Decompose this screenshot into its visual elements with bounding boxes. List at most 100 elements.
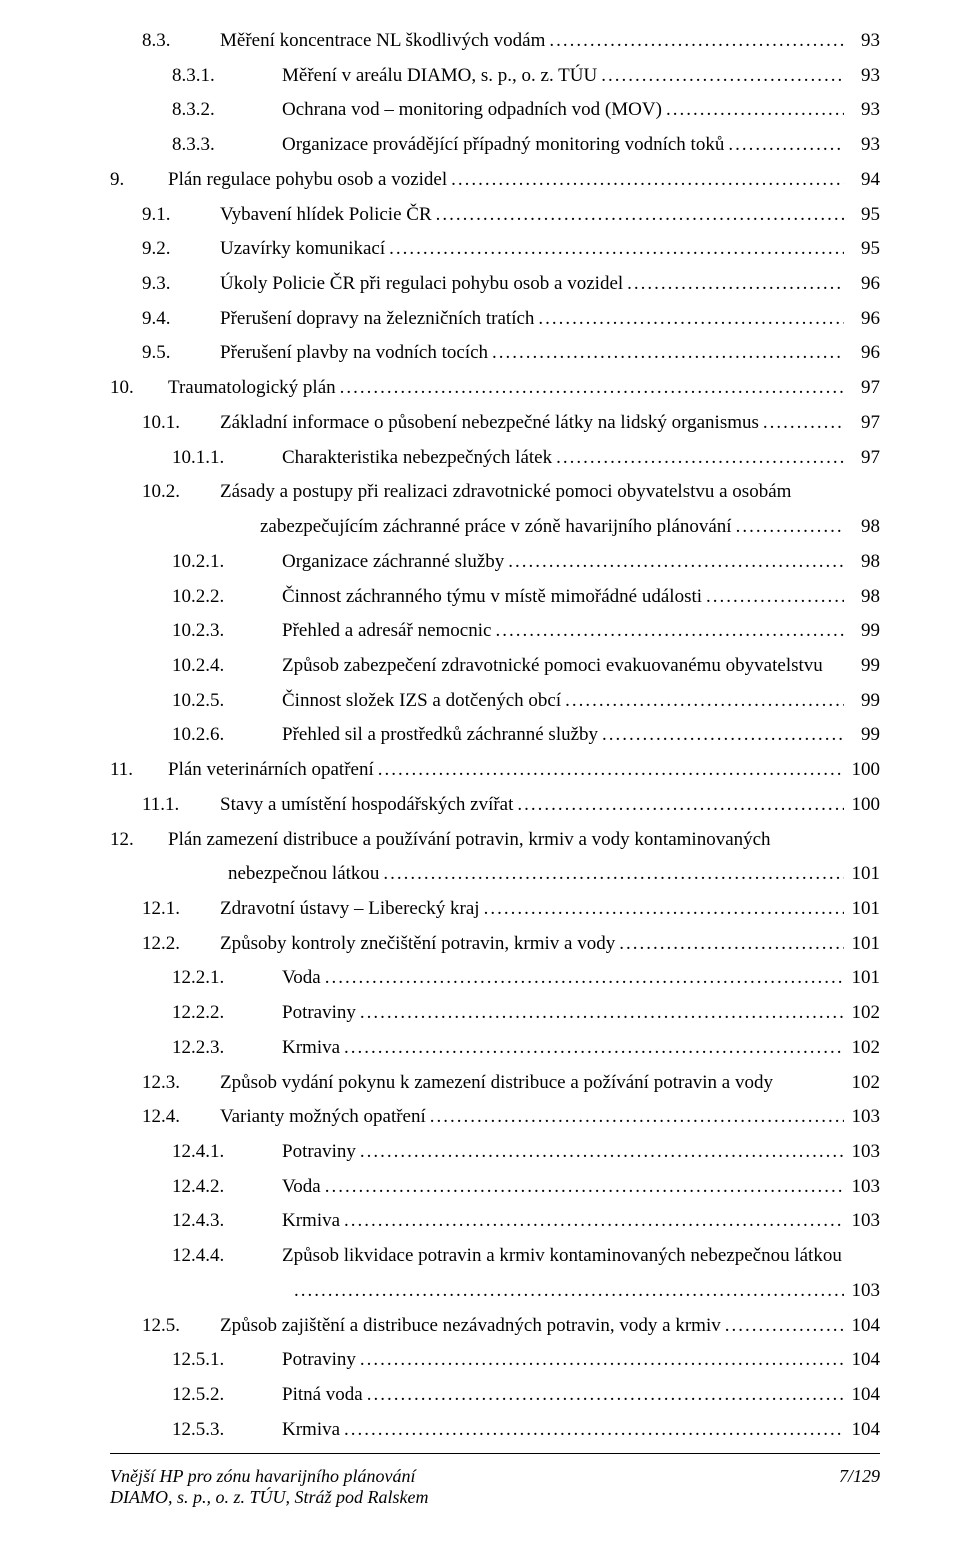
toc-entry: 10.1.1.Charakteristika nebezpečných láte… bbox=[110, 445, 880, 471]
toc-entry: 12.4.3.Krmiva103 bbox=[110, 1208, 880, 1234]
toc-entry-page: 100 bbox=[844, 792, 880, 818]
toc-entry-number: 12.4.2. bbox=[110, 1174, 282, 1200]
toc-entry-number: 8.3. bbox=[110, 28, 220, 54]
toc-leader-dots bbox=[504, 549, 844, 575]
toc-entry-page: 101 bbox=[844, 896, 880, 922]
toc-leader-dots bbox=[363, 1382, 844, 1408]
toc-entry-title: Činnost záchranného týmu v místě mimořád… bbox=[282, 584, 702, 610]
toc-entry-number: 12.2. bbox=[110, 931, 220, 957]
toc-entry-title: Způsob likvidace potravin a krmiv kontam… bbox=[282, 1243, 842, 1269]
toc-entry-continuation: 103 bbox=[110, 1278, 880, 1304]
toc-entry-page: 93 bbox=[844, 132, 880, 158]
toc-leader-dots bbox=[379, 861, 844, 887]
toc-entry: 12.5.3.Krmiva104 bbox=[110, 1417, 880, 1443]
toc-entry: 12.5.2.Pitná voda104 bbox=[110, 1382, 880, 1408]
toc-entry-title: Uzavírky komunikací bbox=[220, 236, 385, 262]
toc-entry: 12.3.Způsob vydání pokynu k zamezení dis… bbox=[110, 1070, 880, 1096]
toc-entry-page: 102 bbox=[844, 1000, 880, 1026]
toc-leader-dots bbox=[615, 931, 844, 957]
toc-entry: 12.2.3.Krmiva 102 bbox=[110, 1035, 880, 1061]
toc-entry: 10.2.3.Přehled a adresář nemocnic99 bbox=[110, 618, 880, 644]
toc-leader-dots bbox=[426, 1104, 844, 1130]
toc-entry-number: 12.3. bbox=[110, 1070, 220, 1096]
toc-entry-title: Potraviny bbox=[282, 1000, 356, 1026]
toc-entry: 12.4.2.Voda103 bbox=[110, 1174, 880, 1200]
toc-leader-dots bbox=[340, 1035, 844, 1061]
toc-entry-title: Zdravotní ústavy – Liberecký kraj bbox=[220, 896, 480, 922]
toc-leader-dots bbox=[321, 965, 844, 991]
toc-entry-page: 98 bbox=[844, 584, 880, 610]
toc-entry-title: Měření v areálu DIAMO, s. p., o. z. TÚU bbox=[282, 63, 597, 89]
toc-entry-number: 12.2.3. bbox=[110, 1035, 282, 1061]
toc-entry-title: Organizace záchranné služby bbox=[282, 549, 504, 575]
toc-leader-dots bbox=[356, 1139, 844, 1165]
toc-leader-dots bbox=[732, 514, 844, 540]
toc-entry: 11.Plán veterinárních opatření100 bbox=[110, 757, 880, 783]
toc-leader-dots bbox=[340, 1208, 844, 1234]
toc-entry-title: Organizace provádějící případný monitori… bbox=[282, 132, 724, 158]
toc-entry-page: 96 bbox=[844, 271, 880, 297]
toc-leader-dots bbox=[513, 792, 844, 818]
toc-entry-title-cont: zabezpečujícím záchranné práce v zóně ha… bbox=[260, 514, 732, 540]
toc-leader-dots bbox=[447, 167, 844, 193]
toc-entry-page: 95 bbox=[844, 202, 880, 228]
footer-rule bbox=[110, 1453, 880, 1454]
toc-entry: 9.3.Úkoly Policie ČR při regulaci pohybu… bbox=[110, 271, 880, 297]
toc-entry-page: 93 bbox=[844, 28, 880, 54]
toc-entry-page: 97 bbox=[844, 410, 880, 436]
toc-leader-dots bbox=[374, 757, 844, 783]
toc-entry-number: 10.2. bbox=[110, 479, 220, 505]
toc-entry-title: Přehled sil a prostředků záchranné služb… bbox=[282, 722, 598, 748]
toc-entry-number: 10.2.2. bbox=[110, 584, 282, 610]
toc-entry-page: 102 bbox=[844, 1035, 880, 1061]
toc-entry-page: 93 bbox=[844, 63, 880, 89]
toc-entry-number: 9.1. bbox=[110, 202, 220, 228]
toc-entry-page: 101 bbox=[844, 965, 880, 991]
toc-entry-number: 12.5. bbox=[110, 1313, 220, 1339]
toc-entry: 9.Plán regulace pohybu osob a vozidel94 bbox=[110, 167, 880, 193]
toc-entry-number: 9.4. bbox=[110, 306, 220, 332]
toc-entry-number: 9.5. bbox=[110, 340, 220, 366]
toc-entry: 10.2.2.Činnost záchranného týmu v místě … bbox=[110, 584, 880, 610]
toc-entry-continuation: zabezpečujícím záchranné práce v zóně ha… bbox=[110, 514, 880, 540]
toc-leader-dots bbox=[598, 722, 844, 748]
toc-entry-number: 12.2.1. bbox=[110, 965, 282, 991]
toc-entry-title: Plán zamezení distribuce a používání pot… bbox=[168, 827, 771, 853]
toc-entry-page: 103 bbox=[844, 1104, 880, 1130]
toc-entry-title: Přerušení dopravy na železničních tratíc… bbox=[220, 306, 534, 332]
toc-entry-title: Potraviny bbox=[282, 1139, 356, 1165]
toc-entry-title: Způsob zajištění a distribuce nezávadnýc… bbox=[220, 1313, 721, 1339]
toc-leader-dots bbox=[724, 132, 844, 158]
toc-entry-page: 96 bbox=[844, 340, 880, 366]
toc-entry: 12.5.Způsob zajištění a distribuce nezáv… bbox=[110, 1313, 880, 1339]
toc-entry-number: 9.2. bbox=[110, 236, 220, 262]
toc-entry: 8.3.1.Měření v areálu DIAMO, s. p., o. z… bbox=[110, 63, 880, 89]
toc-entry-title: Přehled a adresář nemocnic bbox=[282, 618, 491, 644]
toc-entry-number: 10.1.1. bbox=[110, 445, 282, 471]
toc-entry-title: Varianty možných opatření bbox=[220, 1104, 426, 1130]
toc-entry-page: 98 bbox=[844, 514, 880, 540]
toc-entry-page: 96 bbox=[844, 306, 880, 332]
toc-entry-title: Ochrana vod – monitoring odpadních vod (… bbox=[282, 97, 662, 123]
toc-entry: 11.1.Stavy a umístění hospodářských zvíř… bbox=[110, 792, 880, 818]
toc-entry-title: Plán regulace pohybu osob a vozidel bbox=[168, 167, 447, 193]
toc-entry-number: 10. bbox=[110, 375, 168, 401]
toc-entry: 9.5.Přerušení plavby na vodních tocích96 bbox=[110, 340, 880, 366]
toc-entry: 8.3.2.Ochrana vod – monitoring odpadních… bbox=[110, 97, 880, 123]
toc-entry-number: 12.2.2. bbox=[110, 1000, 282, 1026]
toc-entry-title: Vybavení hlídek Policie ČR bbox=[220, 202, 432, 228]
toc-leader-dots bbox=[561, 688, 844, 714]
toc-entry: 12.4.4.Způsob likvidace potravin a krmiv… bbox=[110, 1243, 880, 1269]
toc-entry: 9.2.Uzavírky komunikací95 bbox=[110, 236, 880, 262]
toc-entry-title: Voda bbox=[282, 965, 321, 991]
toc-entry-number: 11. bbox=[110, 757, 168, 783]
toc-leader-dots bbox=[552, 445, 844, 471]
toc-entry-number: 12.5.3. bbox=[110, 1417, 282, 1443]
toc-entry: 10.2.4.Způsob zabezpečení zdravotnické p… bbox=[110, 653, 880, 679]
toc-entry-page: 102 bbox=[850, 1070, 881, 1096]
toc-entry-title-cont: nebezpečnou látkou bbox=[228, 861, 379, 887]
toc-leader-dots bbox=[759, 410, 844, 436]
toc-leader-dots bbox=[340, 1417, 844, 1443]
toc-entry-title: Krmiva bbox=[282, 1035, 340, 1061]
toc-entry-page: 103 bbox=[844, 1278, 880, 1304]
